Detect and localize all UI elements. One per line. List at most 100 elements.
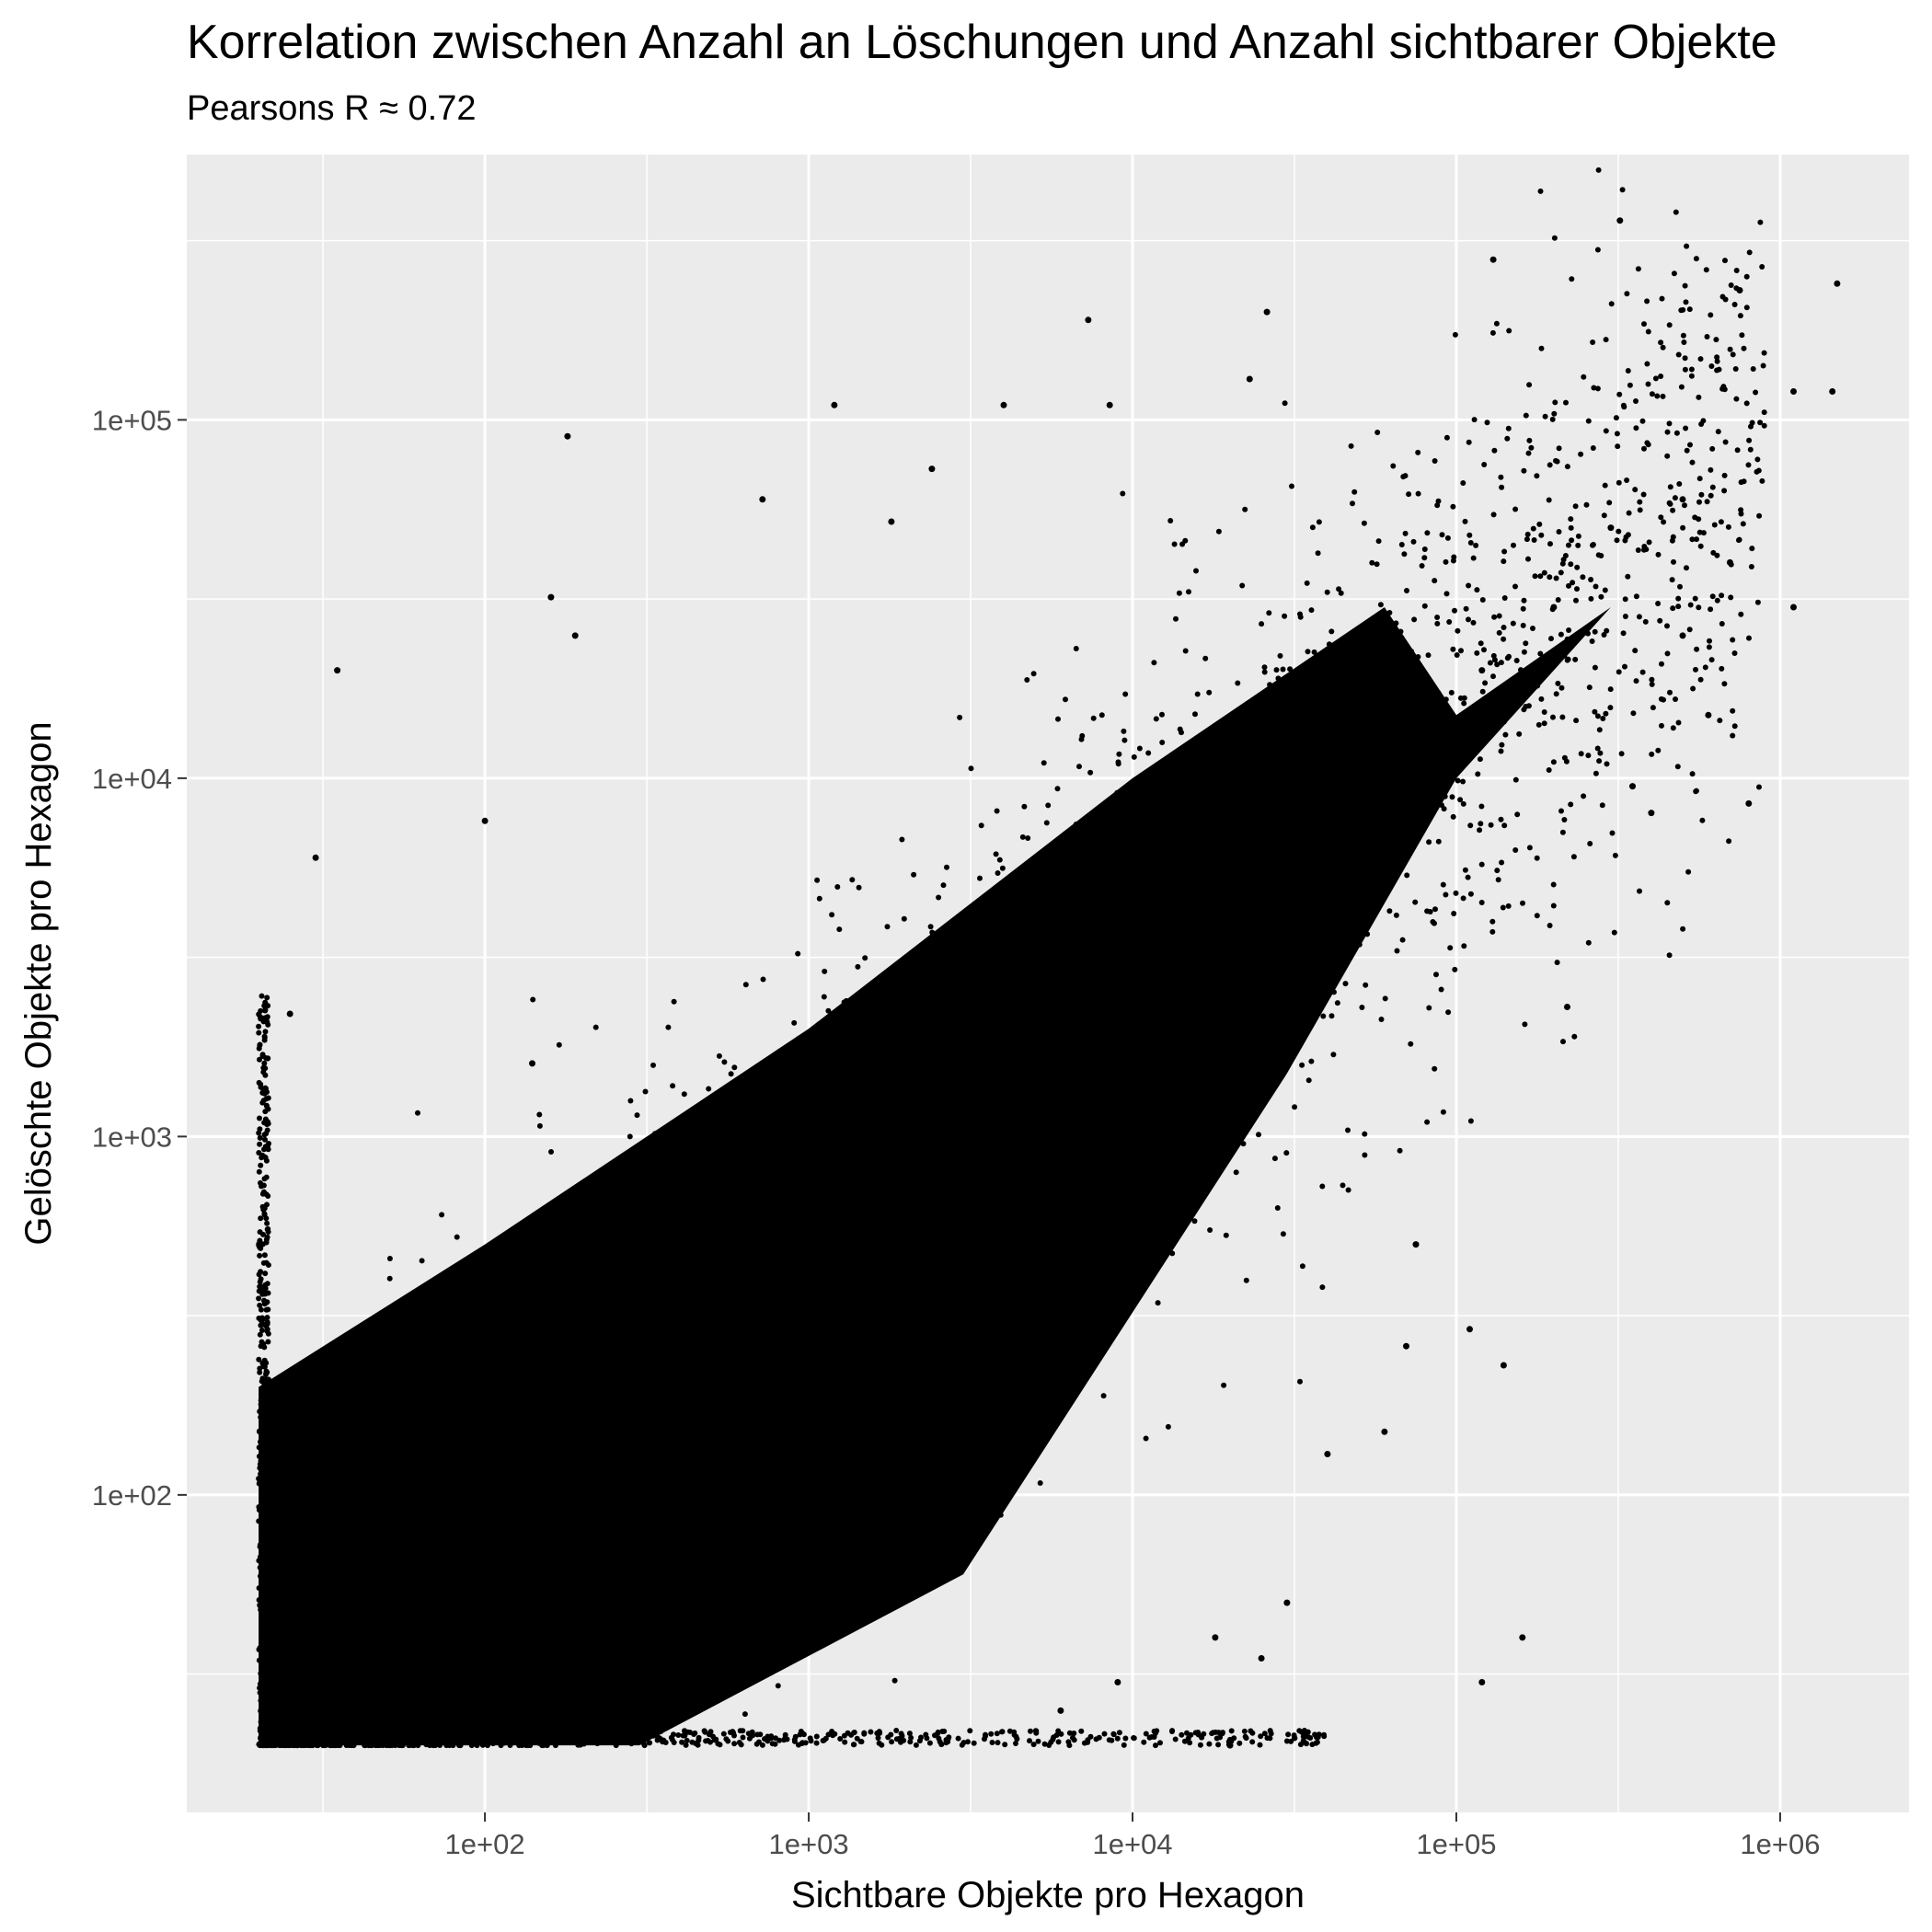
data-point (1661, 519, 1667, 525)
data-point (1092, 991, 1098, 997)
data-point (1278, 807, 1284, 813)
data-point (753, 1189, 760, 1195)
data-point (429, 1559, 435, 1566)
data-point (1114, 1735, 1121, 1742)
data-point (698, 1202, 704, 1208)
data-point (868, 1210, 874, 1215)
data-point (917, 1190, 924, 1197)
data-point (275, 1624, 282, 1630)
data-point (1726, 838, 1732, 845)
data-point (828, 1323, 834, 1329)
data-point (964, 1215, 971, 1222)
data-point (312, 854, 319, 861)
data-point (1466, 1326, 1473, 1333)
data-point (478, 1290, 485, 1296)
data-point (1526, 382, 1533, 388)
data-point (722, 1321, 728, 1327)
data-point (264, 1662, 270, 1669)
data-point (1673, 430, 1680, 436)
data-point (665, 1144, 672, 1150)
data-point (565, 1512, 571, 1519)
data-point (742, 1307, 749, 1314)
data-point (993, 851, 999, 857)
data-point (1075, 913, 1082, 919)
data-point (1790, 388, 1797, 395)
data-point (708, 1574, 715, 1581)
data-point (1424, 908, 1431, 914)
data-point (257, 1465, 263, 1471)
data-point (857, 1337, 863, 1343)
data-point (1230, 983, 1236, 990)
data-point (564, 1292, 569, 1298)
data-point (1478, 900, 1485, 905)
data-point (1648, 810, 1655, 817)
data-point (1367, 731, 1374, 737)
data-point (257, 1602, 263, 1608)
data-point (570, 1692, 577, 1698)
data-point (1182, 1153, 1188, 1159)
data-point (695, 1742, 701, 1748)
data-point (1535, 721, 1542, 728)
data-point (598, 1225, 604, 1231)
data-point (1035, 1738, 1041, 1744)
data-point (977, 875, 983, 881)
data-point (689, 1739, 696, 1745)
data-point (1305, 1077, 1312, 1084)
data-point (1491, 614, 1498, 620)
data-point (1241, 1728, 1248, 1734)
data-point (699, 1355, 706, 1362)
data-point (580, 1299, 586, 1305)
data-point (1505, 903, 1512, 909)
data-point (1708, 492, 1714, 499)
data-point (1412, 1241, 1420, 1248)
data-point (1746, 437, 1753, 443)
data-point (811, 1182, 818, 1189)
data-point (500, 1618, 506, 1625)
data-point (1834, 280, 1841, 287)
data-point (404, 1658, 410, 1664)
data-point (587, 1589, 593, 1595)
data-point (1590, 445, 1596, 451)
data-point (1547, 923, 1553, 928)
data-point (654, 1733, 661, 1740)
data-point (979, 1000, 985, 1006)
data-point (442, 1632, 448, 1639)
data-point (822, 1458, 828, 1465)
data-point (806, 1386, 812, 1392)
data-point (1176, 994, 1182, 1000)
data-point (946, 972, 952, 979)
data-point (1361, 891, 1366, 898)
data-point (592, 1365, 599, 1372)
data-point (1672, 495, 1678, 501)
data-point (1635, 547, 1641, 553)
data-point (501, 1692, 508, 1698)
data-point (752, 1232, 758, 1238)
data-point (319, 1593, 326, 1600)
data-point (1194, 691, 1201, 697)
data-point (901, 1353, 907, 1359)
data-point (433, 1524, 440, 1530)
data-point (1225, 828, 1231, 834)
data-point (339, 1432, 345, 1439)
data-point (556, 1041, 562, 1048)
data-point (1718, 519, 1724, 525)
data-point (758, 1225, 765, 1231)
data-point (1268, 904, 1274, 911)
data-point (831, 401, 838, 408)
data-point (1181, 1738, 1188, 1744)
data-point (642, 1240, 649, 1247)
data-point (1709, 593, 1716, 600)
data-point (1141, 1739, 1147, 1745)
data-point (1112, 883, 1119, 890)
data-point (1451, 554, 1457, 560)
data-point (1045, 1165, 1052, 1171)
data-point (347, 1624, 353, 1630)
data-point (1645, 328, 1651, 335)
data-point (1193, 568, 1199, 574)
data-point (1000, 1262, 1006, 1269)
data-point (841, 999, 847, 1006)
data-point (1179, 904, 1185, 911)
data-point (761, 1623, 767, 1629)
data-point (448, 1622, 454, 1628)
data-point (561, 1717, 568, 1723)
